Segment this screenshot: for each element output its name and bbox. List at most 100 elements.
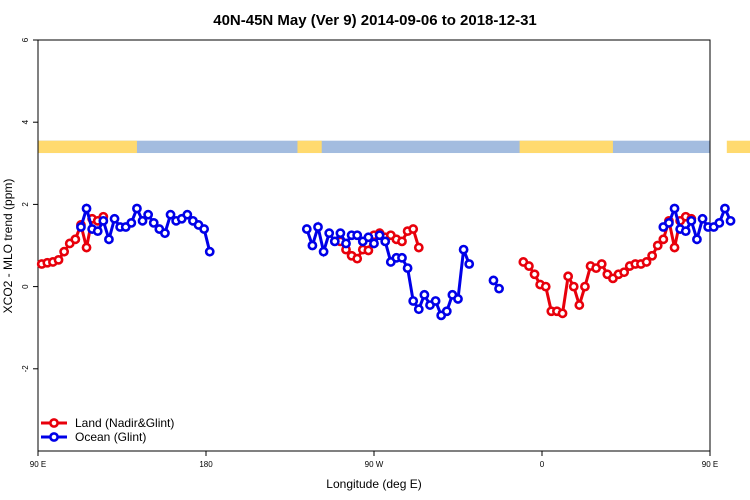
legend-item: Land (Nadir&Glint) xyxy=(41,416,174,430)
legend-marker xyxy=(49,432,59,442)
data-point xyxy=(301,224,312,234)
data-point xyxy=(160,228,170,239)
legend-item: Ocean (Glint) xyxy=(41,430,146,444)
data-point xyxy=(59,246,70,257)
y-tick-label: 6 xyxy=(21,37,30,42)
data-point xyxy=(182,209,193,220)
data-point xyxy=(568,281,579,292)
data-point xyxy=(143,209,154,220)
data-point xyxy=(652,240,663,251)
legend-marker xyxy=(49,418,59,428)
data-point xyxy=(464,259,475,269)
data-point xyxy=(664,217,674,228)
data-point xyxy=(725,215,736,226)
data-point xyxy=(137,215,148,226)
data-point xyxy=(204,246,215,257)
data-point xyxy=(98,215,109,226)
series-land xyxy=(36,211,697,319)
data-point xyxy=(53,254,64,265)
land-band-segment xyxy=(297,140,322,154)
data-point xyxy=(408,296,419,306)
data-point xyxy=(352,230,363,241)
x-tick-label: 90 E xyxy=(30,460,46,469)
data-point xyxy=(307,240,318,251)
data-point xyxy=(313,222,323,232)
legend-label: Ocean (Glint) xyxy=(75,430,146,444)
data-point xyxy=(453,294,463,304)
x-tick-label: 90 W xyxy=(365,460,384,469)
series-layer xyxy=(36,203,736,321)
y-tick-label: 4 xyxy=(21,119,30,124)
data-point xyxy=(165,209,176,220)
data-point xyxy=(574,300,585,310)
data-point xyxy=(714,217,725,228)
data-point xyxy=(402,263,413,274)
data-point xyxy=(686,215,697,226)
data-point xyxy=(397,252,407,263)
data-point xyxy=(540,281,551,292)
y-tick-label: -2 xyxy=(21,365,30,373)
data-point xyxy=(557,308,568,319)
data-point xyxy=(324,228,335,239)
data-point xyxy=(109,213,120,224)
land-band-segment xyxy=(519,140,613,154)
x-tick-label: 0 xyxy=(540,460,545,469)
data-point xyxy=(580,281,590,292)
legend: Land (Nadir&Glint)Ocean (Glint) xyxy=(41,416,174,444)
data-point xyxy=(680,226,691,237)
x-tick-label: 180 xyxy=(199,460,213,469)
series-ocean xyxy=(76,203,736,321)
data-point xyxy=(596,259,607,269)
y-tick-label: 0 xyxy=(21,284,30,289)
data-point xyxy=(104,234,114,245)
x-axis-label: Longitude (deg E) xyxy=(326,477,421,491)
data-point xyxy=(529,269,540,280)
data-point xyxy=(70,234,81,245)
data-point xyxy=(441,306,452,317)
data-point xyxy=(397,236,407,247)
data-point xyxy=(126,217,137,228)
data-point xyxy=(81,242,92,253)
data-point xyxy=(369,238,379,249)
data-point xyxy=(692,234,702,245)
data-point xyxy=(458,244,469,255)
data-point xyxy=(419,289,430,300)
series-line xyxy=(522,215,692,316)
y-axis: -2 0 2 4 6 xyxy=(21,37,38,372)
data-point xyxy=(619,267,630,278)
data-point xyxy=(76,222,86,232)
data-point xyxy=(148,217,159,228)
land-band-segment xyxy=(726,140,750,154)
data-point xyxy=(669,242,680,253)
y-tick-label: 2 xyxy=(21,202,30,207)
data-point xyxy=(720,203,730,214)
data-point xyxy=(641,257,652,267)
data-point xyxy=(413,304,424,315)
landmask-band xyxy=(38,140,750,154)
data-point xyxy=(92,226,103,237)
legend-label: Land (Nadir&Glint) xyxy=(75,416,174,430)
data-point xyxy=(341,238,351,249)
data-point xyxy=(81,203,92,214)
data-point xyxy=(647,250,658,261)
data-point xyxy=(380,236,391,247)
data-point xyxy=(363,245,374,256)
data-point xyxy=(318,246,329,257)
data-point xyxy=(199,224,210,234)
data-point xyxy=(669,203,680,214)
data-point xyxy=(329,236,340,247)
data-point xyxy=(658,234,669,245)
data-point xyxy=(413,242,424,253)
y-axis-label: XCO2 - MLO trend (ppm) xyxy=(1,179,15,314)
data-point xyxy=(524,261,534,271)
data-point xyxy=(335,228,346,239)
data-point xyxy=(494,283,504,294)
data-point xyxy=(488,275,499,286)
land-band-segment xyxy=(38,140,137,154)
data-point xyxy=(374,230,385,241)
data-point xyxy=(430,296,441,306)
data-point xyxy=(697,213,708,224)
data-point xyxy=(408,224,419,234)
